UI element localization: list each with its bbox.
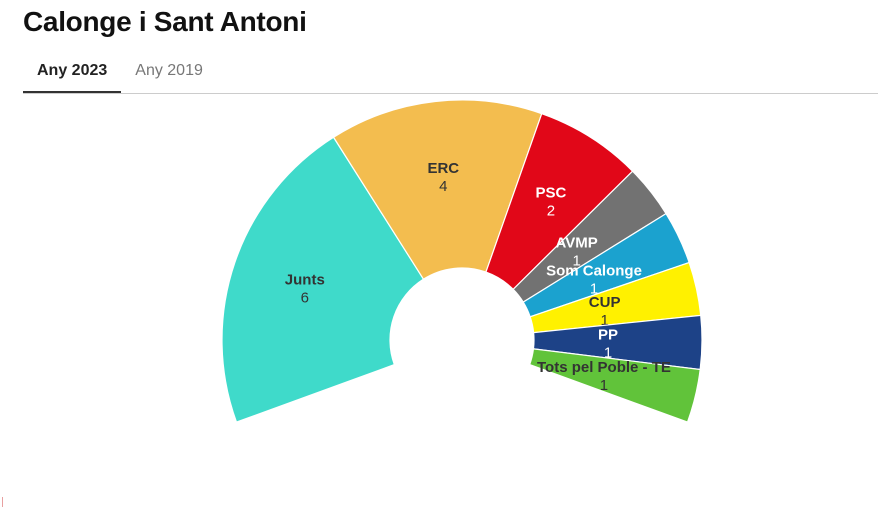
label-som-calonge: Som Calonge — [546, 263, 642, 280]
value-tots-pel-poble-te: 1 — [600, 377, 608, 394]
value-junts: 6 — [301, 289, 309, 306]
page-title: Calonge i Sant Antoni — [23, 6, 307, 37]
value-pp: 1 — [604, 344, 612, 361]
value-erc: 4 — [439, 178, 447, 195]
label-junts: Junts — [285, 271, 325, 288]
segment-junts[interactable] — [221, 136, 425, 423]
value-cup: 1 — [600, 312, 608, 329]
label-tots-pel-poble-te: Tots pel Poble - TE — [537, 359, 671, 376]
label-psc: PSC — [535, 185, 566, 202]
label-avmp: AVMP — [556, 235, 598, 252]
segment-tots-pel-poble-te[interactable] — [528, 348, 701, 423]
label-cup: CUP — [589, 294, 621, 311]
label-pp: PP — [598, 326, 618, 343]
edge-marker — [2, 497, 3, 507]
value-som-calonge: 1 — [590, 281, 598, 298]
value-psc: 2 — [547, 203, 555, 220]
label-erc: ERC — [427, 160, 459, 177]
tab-any-2019[interactable]: Any 2019 — [135, 62, 203, 79]
segment-erc[interactable] — [332, 99, 543, 281]
value-avmp: 1 — [573, 253, 581, 270]
year-tabs: Any 2023 Any 2019 — [23, 54, 878, 94]
tab-any-2023[interactable]: Any 2023 — [23, 54, 122, 93]
